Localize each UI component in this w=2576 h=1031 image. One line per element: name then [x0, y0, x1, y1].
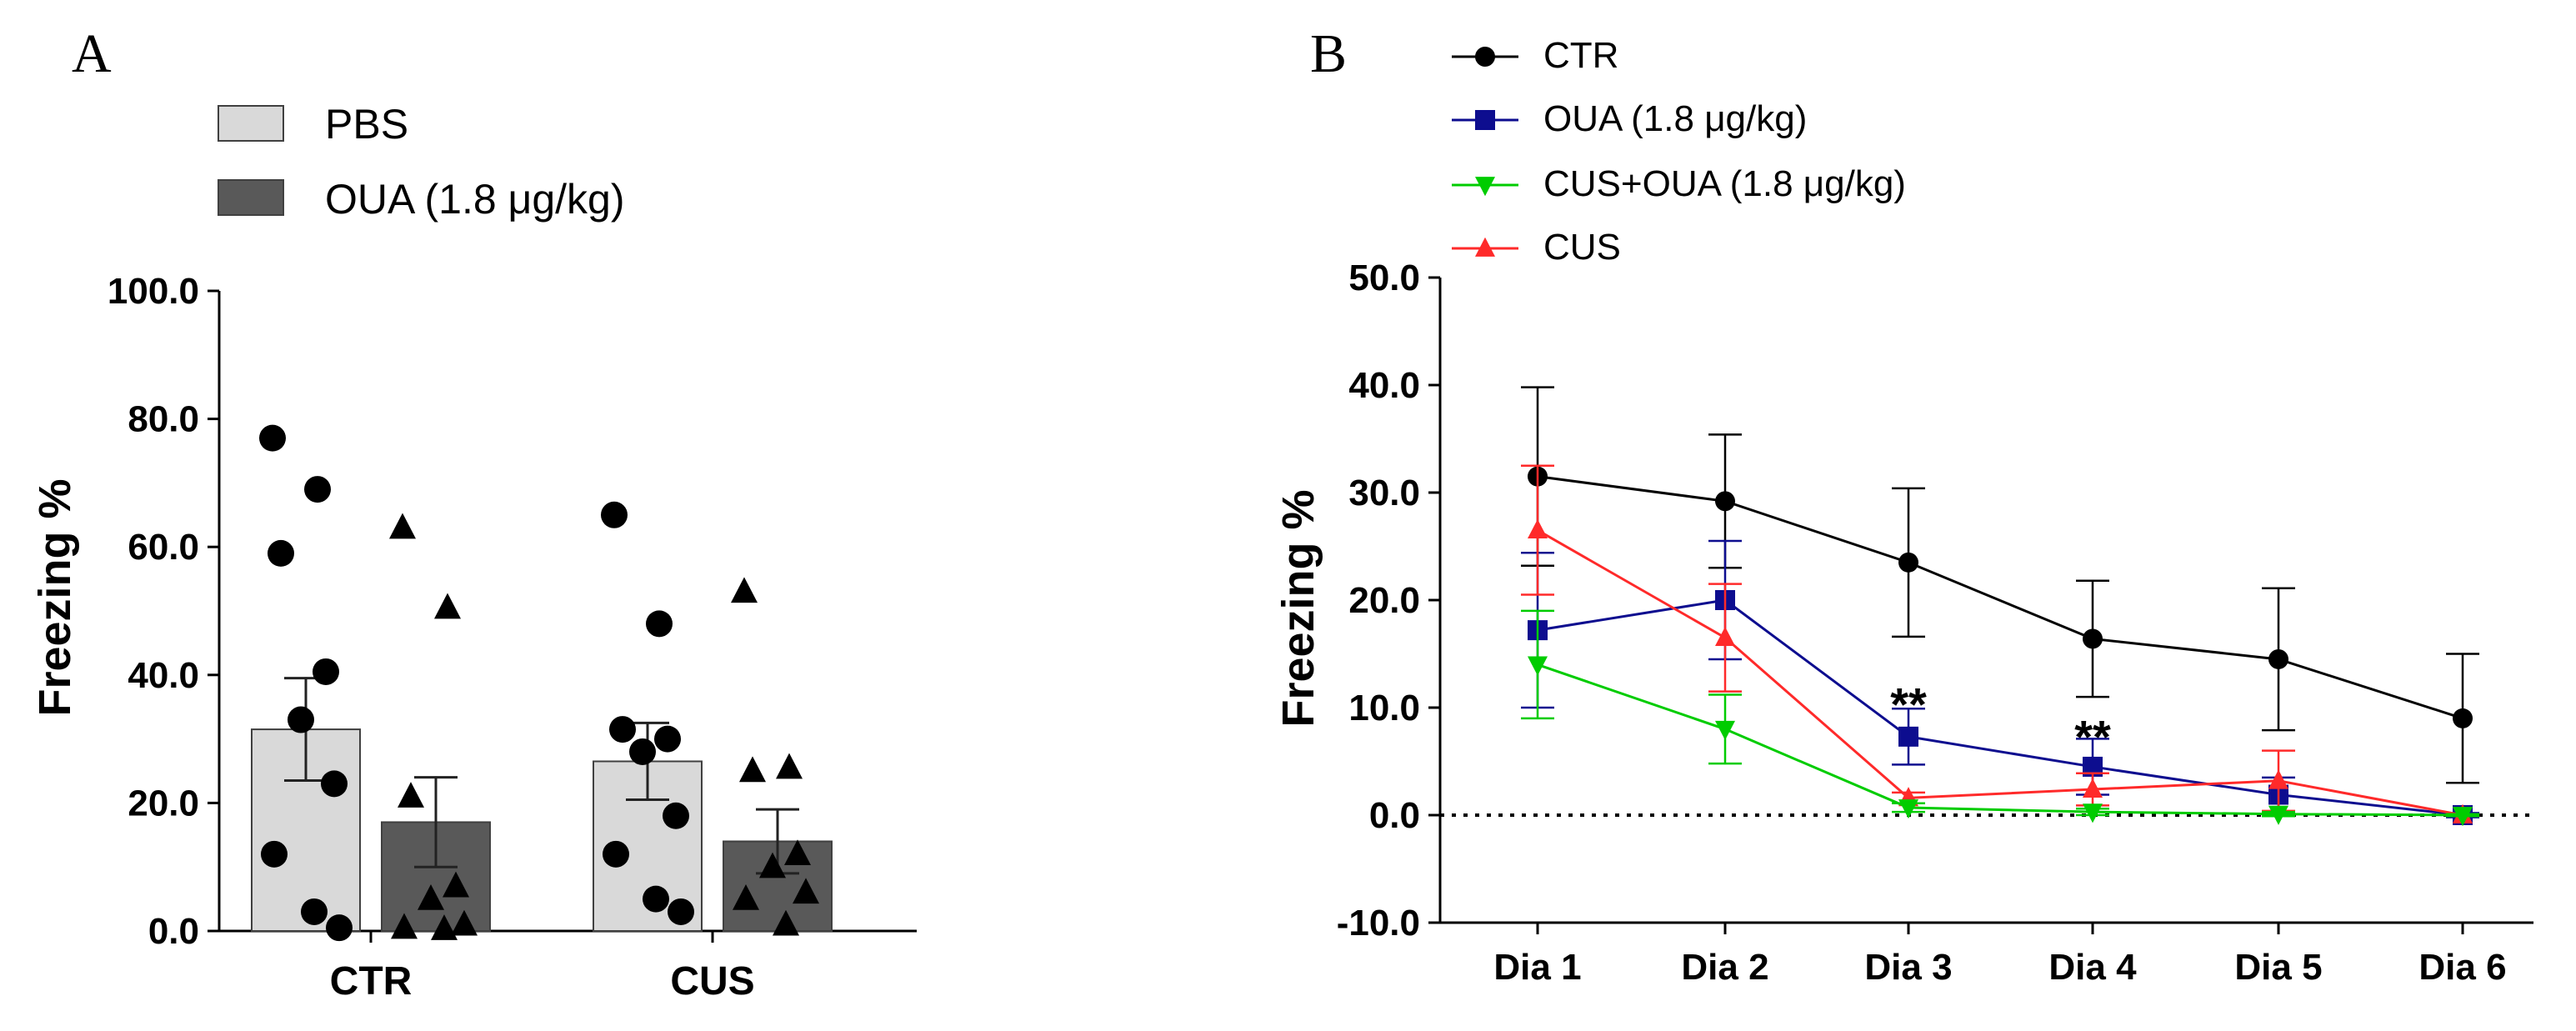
data-point [443, 871, 469, 898]
data-point [776, 753, 803, 779]
legend-cus-oua-label: CUS+OUA (1.8 μg/kg) [1543, 163, 1906, 204]
legend-pbs-label: PBS [325, 101, 408, 148]
data-point [2268, 769, 2288, 789]
data-point [784, 839, 811, 866]
data-point [1715, 720, 1735, 740]
significance-annotation: ** [1890, 678, 1927, 731]
data-point [646, 610, 673, 638]
panel-b-category-label: Dia 3 [1864, 947, 1952, 988]
panel-b-y-tick-label: 0.0 [1369, 795, 1420, 836]
series-line [1537, 663, 2463, 817]
data-point [2453, 708, 2473, 728]
panel-b-category-label: Dia 4 [2048, 947, 2137, 988]
panel-a-y-tick-label: 60.0 [128, 527, 199, 568]
data-point [2083, 628, 2103, 649]
data-point [391, 913, 418, 939]
panel-b-category-label: Dia 2 [1681, 947, 1768, 988]
data-point [739, 756, 766, 783]
panel-a-y-tick-label: 80.0 [128, 399, 199, 440]
data-point [1715, 626, 1735, 647]
data-point [261, 840, 288, 868]
data-point [629, 738, 656, 765]
panel-b-y-tick-label: 40.0 [1348, 365, 1420, 406]
legend-cus-label: CUS [1543, 227, 1621, 268]
legend-pbs-swatch [218, 105, 284, 142]
panel-b-category-label: Dia 6 [2418, 947, 2506, 988]
panel-a-category-label: CTR [330, 959, 413, 1003]
data-point [663, 802, 689, 829]
panel-a-plot: 0.0 20.0 40.0 60.0 80.0 100.0 CTR CUS [108, 271, 917, 1003]
data-point [609, 716, 636, 743]
panel-a-y-tick-label: 0.0 [148, 911, 199, 952]
data-point [288, 706, 314, 733]
panel-a-letter: A [72, 23, 112, 84]
data-point [304, 476, 331, 503]
legend-marker [1475, 237, 1495, 257]
data-point [668, 898, 694, 925]
data-point [759, 852, 786, 878]
data-point [1898, 552, 1918, 573]
panel-a-y-axis-label: Freezing % [30, 478, 80, 716]
data-point [2453, 807, 2473, 827]
data-point [313, 658, 339, 685]
data-point [1528, 656, 1548, 676]
data-point [389, 513, 416, 539]
legend-marker [1475, 110, 1495, 130]
data-point [643, 885, 669, 913]
panel-b-category-label: Dia 1 [1493, 947, 1581, 988]
data-point [1528, 518, 1548, 539]
panel-b-y-tick-label: 10.0 [1348, 688, 1420, 728]
panel-b-plot: -10.0 0.0 10.0 20.0 30.0 40.0 50.0 Dia 1 Dia 2 Di… [1337, 258, 2533, 988]
data-point [773, 909, 799, 936]
panel-b-y-tick-label: 30.0 [1348, 473, 1420, 513]
panel-b-legend: CTR OUA (1.8 μg/kg) CUS+OUA (1.8 μg/kg) … [1452, 35, 1906, 268]
data-point [259, 424, 286, 452]
legend-oua-swatch [218, 179, 284, 216]
panel-a-category-label: CUS [670, 959, 754, 1003]
data-point [451, 909, 478, 936]
legend-oua-label: OUA (1.8 μg/kg) [325, 176, 625, 223]
data-point [326, 914, 353, 942]
data-point [431, 914, 458, 940]
legend-ctr-label: CTR [1543, 35, 1618, 76]
panel-b-category-label: Dia 5 [2234, 947, 2322, 988]
panel-a-y-tick-label: 100.0 [108, 271, 199, 312]
data-point [2268, 805, 2288, 825]
significance-annotation: ** [2074, 710, 2111, 763]
data-point [268, 539, 294, 567]
data-point [398, 782, 424, 808]
data-point [434, 593, 461, 619]
data-point [301, 898, 328, 925]
data-point [1898, 799, 1918, 819]
data-point [1898, 726, 1918, 747]
data-point [793, 878, 819, 904]
data-point [321, 770, 348, 798]
panel-b-letter: B [1310, 23, 1347, 84]
panel-a-y-tick-label: 20.0 [128, 783, 199, 823]
panel-b-y-axis-label: Freezing % [1273, 489, 1323, 727]
data-point [601, 501, 628, 528]
legend-oua-label: OUA (1.8 μg/kg) [1543, 98, 1807, 139]
panel-b-y-tick-label: 50.0 [1348, 258, 1420, 298]
legend-marker [1475, 177, 1495, 197]
panel-a-legend: PBS OUA (1.8 μg/kg) [218, 101, 625, 223]
series-line [1537, 598, 2463, 817]
data-point [733, 884, 759, 910]
data-point [2083, 778, 2103, 798]
data-point [654, 725, 681, 753]
data-point [2268, 648, 2288, 669]
panel-b-y-tick-label: -10.0 [1337, 903, 1420, 943]
data-point [1715, 491, 1735, 512]
series-line [1537, 475, 2463, 720]
series-line [1537, 528, 2463, 817]
panel-a-y-tick-label: 40.0 [128, 655, 199, 696]
panel-b-y-tick-label: 20.0 [1348, 580, 1420, 621]
data-point [418, 884, 444, 910]
data-point [2083, 803, 2103, 823]
legend-marker [1475, 47, 1495, 67]
data-point [603, 840, 629, 868]
data-point [731, 577, 758, 603]
